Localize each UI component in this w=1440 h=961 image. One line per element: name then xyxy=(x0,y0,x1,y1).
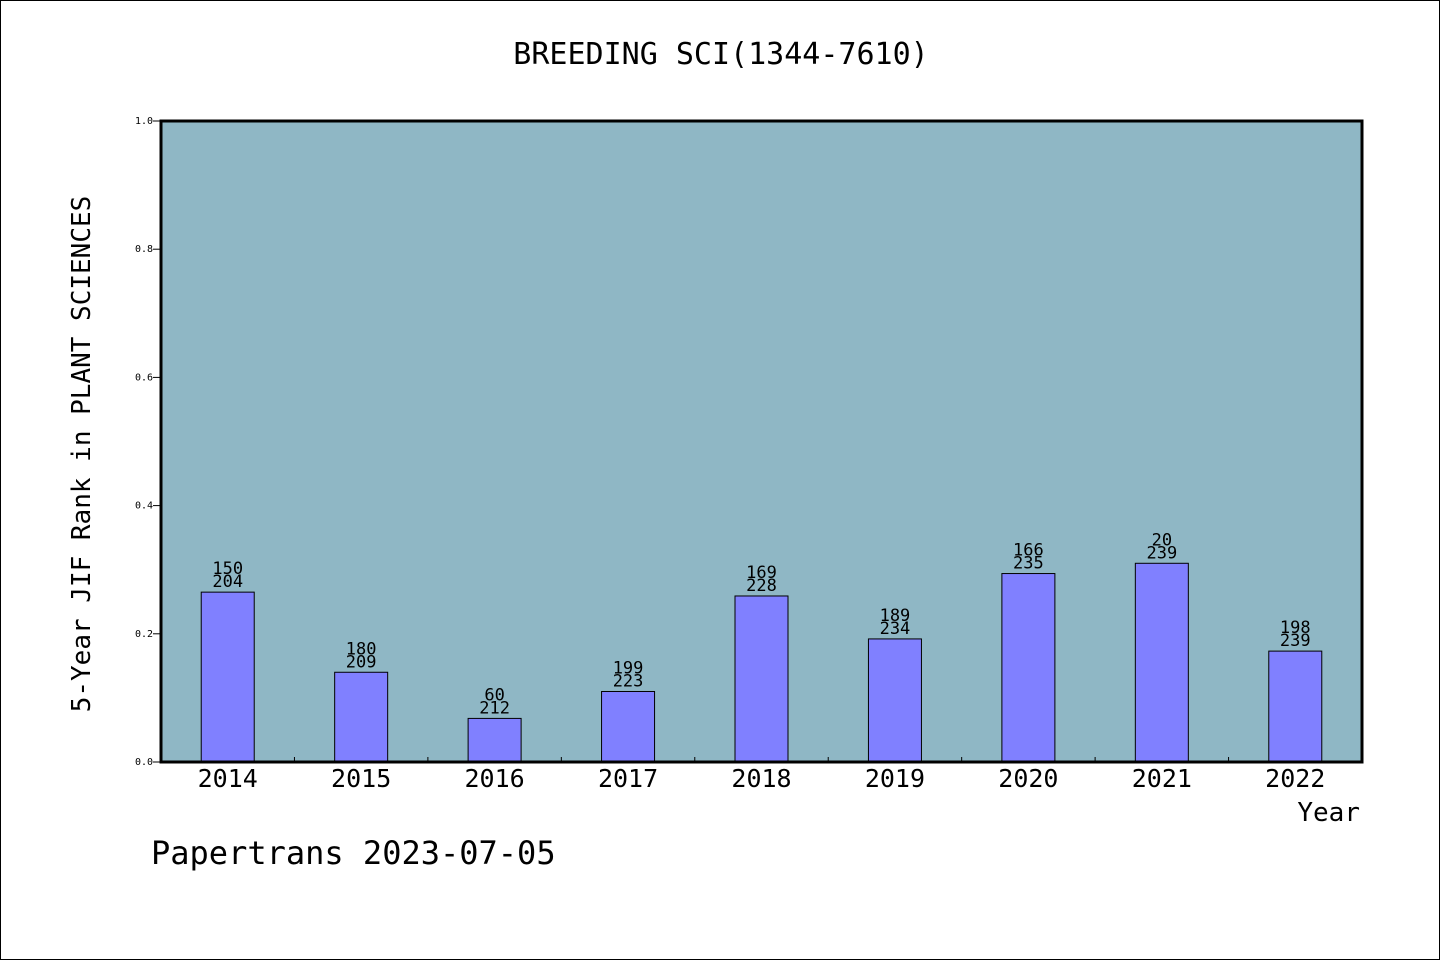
total-label: 239 xyxy=(1146,543,1177,563)
x-tick-label: 2016 xyxy=(465,764,525,793)
x-tick-label: 2018 xyxy=(731,764,791,793)
y-tick-label: 1.0 xyxy=(135,116,153,127)
rank-label: 169 xyxy=(746,563,777,583)
plot-frame xyxy=(159,119,1364,764)
bar-2020 xyxy=(1001,573,1056,763)
y-axis-title: 5-Year JIF Rank in PLANT SCIENCES xyxy=(67,196,97,713)
rank-label: 60 xyxy=(484,685,504,705)
x-tick-label: 2019 xyxy=(865,764,925,793)
total-label: 239 xyxy=(1280,631,1311,651)
bar-2016 xyxy=(467,717,522,763)
x-tick-label: 2015 xyxy=(331,764,391,793)
total-label: 228 xyxy=(746,576,777,596)
x-tick-label: 2017 xyxy=(598,764,658,793)
rank-label: 199 xyxy=(613,658,644,678)
x-tick-label: 2020 xyxy=(998,764,1058,793)
total-label: 209 xyxy=(346,652,377,672)
y-tick-label: 0.4 xyxy=(135,501,153,512)
y-tick-label: 0.6 xyxy=(135,372,153,383)
footer-note: Papertrans 2023-07-05 xyxy=(151,834,556,872)
bar-2021 xyxy=(1134,562,1189,763)
bar-2019 xyxy=(867,638,922,763)
rank-label: 150 xyxy=(212,559,243,579)
y-tick-label: 0.2 xyxy=(135,629,153,640)
rank-label: 180 xyxy=(346,639,377,659)
total-label: 235 xyxy=(1013,554,1044,574)
bar-2015 xyxy=(334,671,389,763)
x-tick-label: 2014 xyxy=(198,764,258,793)
bar-2014 xyxy=(200,591,255,763)
total-label: 234 xyxy=(880,619,911,639)
bar-2017 xyxy=(601,690,656,763)
total-label: 223 xyxy=(613,671,644,691)
rank-label: 189 xyxy=(880,606,911,626)
data-labels: 1502041802096021219922316922818923416623… xyxy=(212,530,1310,718)
y-tick-label: 0.0 xyxy=(135,757,153,768)
y-axis: 0.0 0.2 0.4 0.6 0.8 1.0 xyxy=(135,116,161,768)
rank-label: 198 xyxy=(1280,618,1311,638)
rank-label: 20 xyxy=(1152,530,1172,550)
total-label: 204 xyxy=(212,572,243,592)
x-tick-label: 2022 xyxy=(1265,764,1325,793)
total-label: 212 xyxy=(479,698,510,718)
bar-2018 xyxy=(734,595,789,763)
x-axis: 2014 2015 2016 2017 2018 2019 2020 2021 2022 xyxy=(198,757,1325,793)
bars xyxy=(200,562,1323,763)
x-axis-title: Year xyxy=(1297,798,1360,828)
bar-2022 xyxy=(1268,650,1323,763)
x-tick-label: 2021 xyxy=(1132,764,1192,793)
chart-title: BREEDING SCI(1344-7610) xyxy=(513,37,929,72)
rank-label: 166 xyxy=(1013,541,1044,561)
y-tick-label: 0.8 xyxy=(135,244,153,255)
